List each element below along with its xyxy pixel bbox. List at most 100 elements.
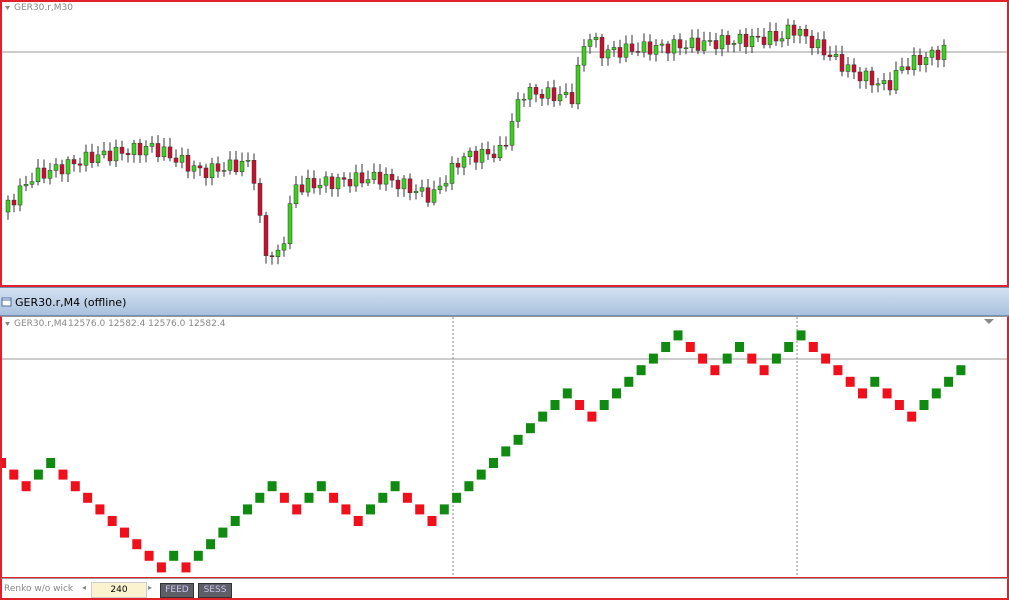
candle-body: [929, 49, 935, 58]
renko-brick: [218, 527, 228, 538]
renko-brick: [612, 388, 621, 399]
renko-brick: [845, 376, 855, 387]
candle-body: [599, 36, 605, 59]
candle-body: [11, 199, 17, 206]
renko-brick: [107, 516, 117, 526]
renko-brick: [279, 492, 289, 503]
candle-body: [227, 159, 233, 171]
renko-brick: [181, 562, 191, 573]
candle-body: [101, 150, 107, 156]
candle-body: [95, 154, 101, 163]
candle-body: [749, 35, 755, 47]
renko-brick: [427, 516, 437, 526]
renko-brick: [648, 353, 658, 364]
candle-body: [815, 39, 821, 49]
candle-body: [287, 203, 293, 244]
menu-arrow: [5, 322, 10, 326]
bottom-chart: GER30.r,M4 12576.0 12582.4 12576.0 12582…: [0, 316, 1009, 579]
renko-brick: [538, 411, 548, 422]
candle-body: [29, 181, 35, 185]
ohlc-values: 12576.0 12582.4 12576.0 12582.4: [68, 319, 226, 329]
candle-body: [689, 37, 695, 49]
candle-body: [35, 167, 41, 182]
box-size-input[interactable]: 240: [91, 582, 147, 598]
candle-body: [47, 170, 53, 179]
renko-brick: [661, 342, 671, 352]
renko-brick: [243, 504, 252, 515]
candle-body: [659, 43, 665, 46]
spin-left[interactable]: ◂: [82, 583, 87, 592]
spin-right[interactable]: ▸: [148, 583, 153, 592]
candle-body: [491, 153, 497, 158]
scroll-marker: [984, 319, 994, 324]
candle-body: [671, 39, 677, 54]
candle-body: [665, 43, 671, 54]
candle-body: [827, 54, 833, 57]
renko-brick: [722, 353, 732, 364]
renko-brick: [255, 492, 265, 503]
candle-body: [551, 87, 557, 102]
window-title: GER30.r,M4 (offline): [15, 296, 127, 309]
candle-body: [329, 176, 335, 190]
renko-brick: [267, 481, 277, 492]
renko-brick: [575, 400, 585, 410]
renko-brick: [156, 562, 166, 573]
renko-chart: [2, 317, 1007, 577]
feed-button[interactable]: FEED: [160, 583, 194, 598]
chart-label: GER30.r,M30: [14, 3, 74, 13]
renko-brick: [464, 481, 474, 492]
candle-body: [203, 167, 209, 179]
renko-brick: [9, 469, 19, 480]
renko-brick: [796, 330, 806, 341]
candle-body: [821, 39, 827, 56]
candle-body: [701, 40, 707, 51]
candle-body: [569, 92, 575, 105]
candle-body: [371, 171, 377, 180]
candle-body: [653, 45, 659, 55]
candle-body: [245, 160, 251, 162]
candle-body: [77, 163, 83, 166]
candle-body: [89, 151, 95, 163]
candle-body: [893, 70, 899, 91]
candle-body: [41, 167, 47, 179]
candle-body: [251, 160, 257, 184]
renko-brick: [821, 353, 831, 364]
renko-brick: [353, 516, 363, 526]
renko-brick: [833, 365, 843, 376]
candle-body: [257, 183, 263, 216]
candle-body: [485, 149, 491, 155]
candle-body: [641, 41, 647, 53]
candle-body: [509, 121, 515, 146]
candle-body: [719, 35, 725, 50]
candle-body: [191, 165, 197, 172]
candle-body: [593, 36, 599, 41]
renko-brick: [316, 481, 326, 492]
candle-body: [467, 150, 473, 158]
candle-body: [605, 49, 611, 59]
renko-brick: [747, 353, 757, 364]
candle-body: [305, 178, 311, 193]
candle-body: [515, 99, 521, 122]
renko-brick: [525, 423, 535, 434]
renko-brick: [907, 411, 917, 422]
renko-brick: [513, 434, 523, 445]
candle-body: [197, 165, 203, 169]
renko-brick: [132, 539, 142, 550]
candle-body: [59, 164, 65, 175]
renko-brick: [858, 388, 867, 399]
candle-body: [185, 155, 191, 172]
menu-arrow: [5, 6, 10, 10]
candle-body: [455, 163, 461, 168]
renko-brick: [476, 469, 486, 480]
renko-brick: [292, 504, 302, 515]
candle-body: [239, 160, 245, 172]
window-title-bar[interactable]: GER30.r,M4 (offline): [0, 287, 1009, 316]
renko-brick: [882, 388, 892, 399]
renko-brick: [685, 342, 695, 352]
candle-body: [479, 149, 485, 163]
candle-body: [575, 64, 581, 105]
sess-button[interactable]: SESS: [198, 583, 232, 598]
candle-body: [281, 243, 287, 251]
candle-body: [23, 184, 29, 187]
renko-brick: [587, 411, 597, 422]
